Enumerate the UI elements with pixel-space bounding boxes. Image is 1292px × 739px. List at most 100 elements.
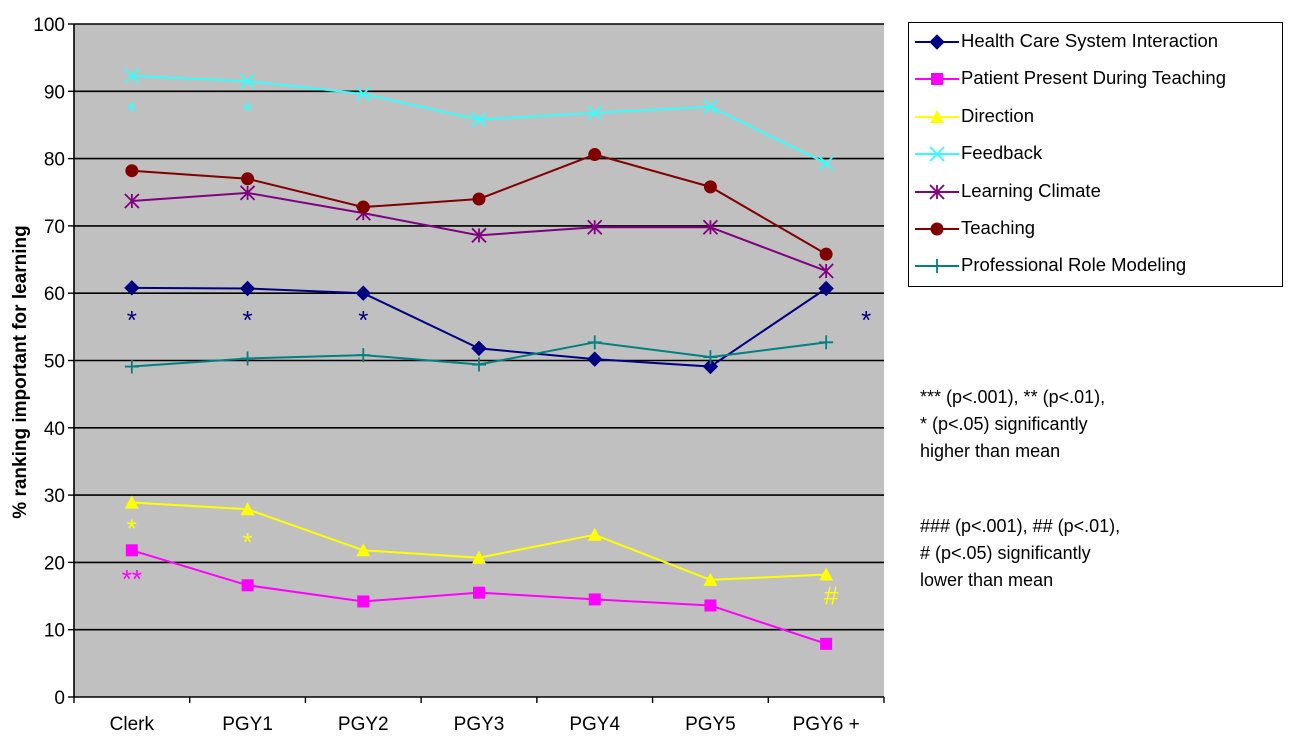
- series-direction: [124, 495, 834, 586]
- x-tick-label: PGY1: [222, 714, 273, 735]
- legend-swatch: [915, 259, 959, 274]
- legend-marker: [929, 183, 945, 200]
- y-axis-label: % ranking important for learning: [10, 225, 31, 518]
- legend-label: Patient Present During Teaching: [961, 67, 1226, 89]
- data-point: [704, 599, 717, 612]
- legend-swatch: [915, 146, 959, 162]
- series-teaching: [125, 148, 833, 261]
- data-point: [703, 572, 718, 586]
- legend-swatch: [915, 109, 959, 123]
- note-lower-line1: ### (p<.001), ## (p<.01),: [920, 516, 1121, 536]
- y-tick-label: 100: [33, 15, 65, 36]
- data-point: [702, 219, 719, 235]
- y-tick-labels: 0 10 20 30 40 50 60 70 80 90 100: [33, 15, 65, 709]
- legend-item: Feedback: [909, 139, 1279, 169]
- legend-item: Teaching: [909, 214, 1279, 244]
- line-chart: 0 10 20 30 40 50 60 70 80 90 100 Clerk PGY1 PGY2 PGY3…: [10, 15, 885, 735]
- note-higher-line1: *** (p<.001), ** (p<.01),: [920, 387, 1106, 407]
- data-point: [587, 219, 603, 235]
- data-point: [240, 502, 255, 516]
- data-point: [355, 285, 371, 301]
- data-point: [239, 73, 256, 89]
- legend-swatch: [915, 34, 959, 50]
- significance-marker: *: [127, 513, 137, 543]
- data-point: [587, 527, 602, 541]
- note-lower-line3: lower than mean: [920, 570, 1054, 590]
- data-point: [588, 593, 601, 606]
- data-point: [357, 595, 370, 608]
- y-tick-label: 0: [54, 688, 65, 709]
- data-point: [241, 579, 254, 592]
- axes: [68, 23, 885, 703]
- data-point: [702, 99, 719, 115]
- data-point: [124, 280, 140, 296]
- data-point: [588, 148, 602, 162]
- significance-marker: *: [243, 96, 253, 126]
- series-health-care-system-interaction: [124, 280, 834, 375]
- series-patient-present-during-teaching: [125, 544, 833, 650]
- chart-legend: Health Care System Interaction Patient Pr…: [908, 22, 1283, 287]
- legend-label: Health Care System Interaction: [961, 30, 1219, 51]
- data-point: [587, 335, 602, 350]
- legend-label: Learning Climate: [961, 179, 1101, 201]
- legend-marker: [930, 222, 944, 236]
- series-feedback: [124, 68, 834, 171]
- note-higher-line3: higher than mean: [920, 441, 1061, 461]
- legend-marker: [930, 109, 944, 123]
- legend-swatch: [915, 183, 959, 200]
- y-tick-label: 80: [44, 150, 65, 171]
- legend-item: Direction: [909, 102, 1279, 132]
- legend-item: Health Care System Interaction: [909, 27, 1279, 57]
- data-point: [472, 357, 486, 372]
- data-point: [124, 193, 140, 209]
- y-tick-label: 60: [44, 284, 65, 305]
- significance-marker: *: [127, 305, 137, 335]
- data-point: [124, 495, 139, 509]
- data-point: [472, 192, 486, 206]
- data-point: [355, 86, 371, 102]
- x-tick-labels: Clerk PGY1 PGY2 PGY3 PGY4 PGY5 PGY6 +: [110, 714, 860, 735]
- data-point: [471, 111, 487, 128]
- legend-marker: [929, 34, 945, 50]
- significance-marker: **: [122, 564, 142, 594]
- y-tick-label: 90: [44, 82, 65, 103]
- significance-marker: *: [358, 305, 368, 335]
- data-point: [587, 105, 603, 121]
- data-point: [124, 359, 139, 374]
- data-point: [703, 350, 718, 365]
- data-point: [125, 544, 138, 557]
- x-tick-label: PGY2: [338, 714, 389, 735]
- data-point: [239, 280, 256, 297]
- data-point: [819, 247, 833, 261]
- significance-annotations: * ** * * ** ***#: [122, 96, 871, 611]
- data-point: [818, 280, 834, 297]
- x-tick-label: PGY5: [685, 714, 736, 735]
- x-tick-label: Clerk: [110, 714, 155, 735]
- data-point: [125, 164, 139, 178]
- significance-marker: *: [861, 305, 871, 335]
- significance-marker: #: [824, 581, 839, 611]
- data-point: [702, 358, 719, 375]
- data-point: [471, 227, 487, 243]
- legend-item: Patient Present During Teaching: [909, 64, 1279, 94]
- y-tick-label: 30: [44, 486, 65, 507]
- x-tick-label: PGY3: [454, 714, 505, 735]
- significance-marker: *: [243, 305, 253, 335]
- x-tick-label: PGY6 +: [793, 714, 860, 735]
- significance-marker: *: [243, 527, 253, 557]
- data-point: [471, 340, 487, 357]
- y-tick-label: 10: [44, 621, 65, 642]
- data-point: [703, 180, 717, 194]
- data-point: [819, 335, 834, 350]
- legend-label: Feedback: [961, 142, 1043, 164]
- y-tick-label: 20: [44, 553, 65, 574]
- data-point: [240, 351, 255, 366]
- legend-marker: [930, 259, 944, 274]
- data-point: [356, 348, 371, 363]
- y-tick-label: 40: [44, 419, 65, 440]
- series-learning-climate: [124, 185, 834, 279]
- note-lower-line2: # (p<.05) significantly: [920, 543, 1091, 563]
- data-point: [356, 200, 370, 214]
- data-point: [820, 637, 833, 650]
- legend-marker: [931, 73, 943, 86]
